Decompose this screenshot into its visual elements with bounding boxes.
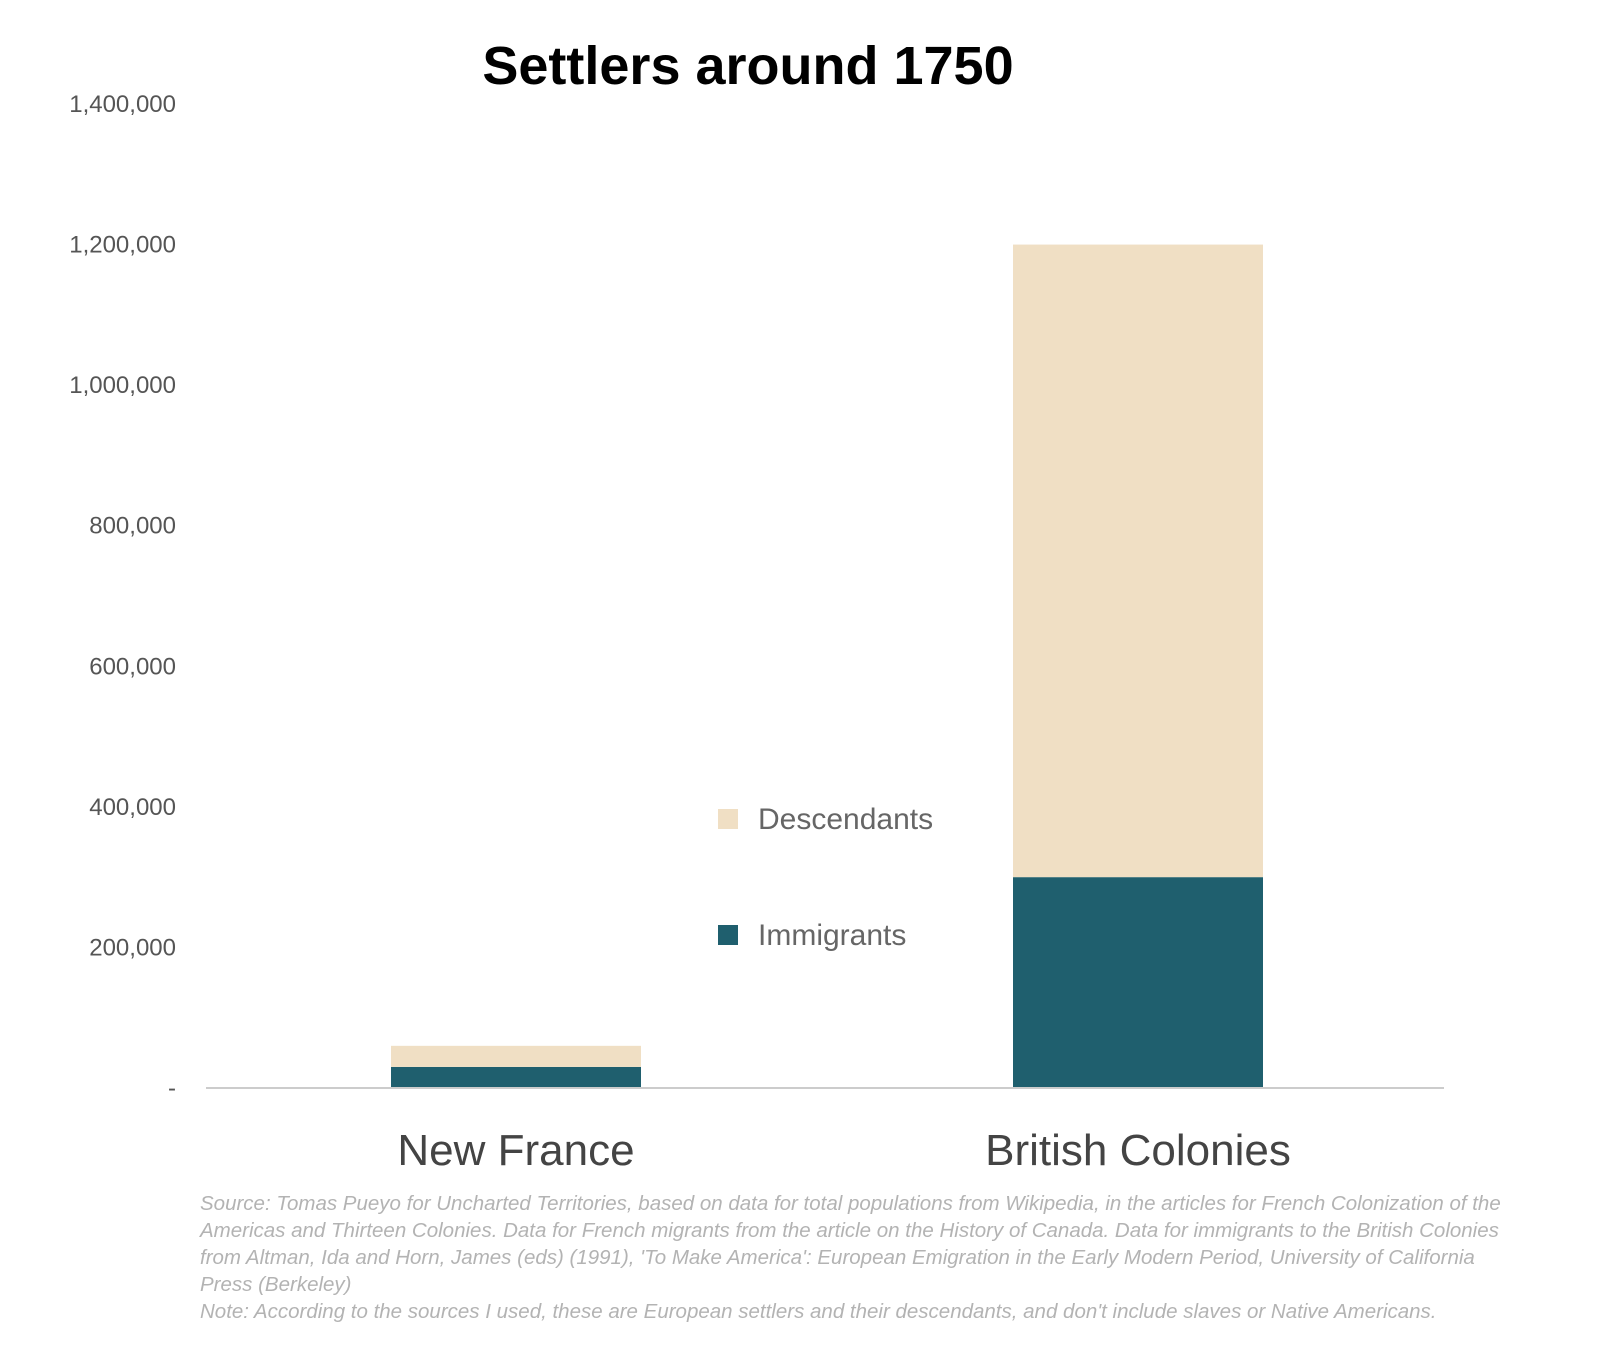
- y-tick-label: -: [168, 1075, 176, 1102]
- x-axis-ticks: New France British Colonies: [397, 1126, 1290, 1175]
- x-tick-label: New France: [397, 1126, 634, 1175]
- source-text: Source: Tomas Pueyo for Uncharted Territ…: [200, 1192, 1501, 1296]
- y-tick-label: 600,000: [89, 653, 176, 680]
- y-tick-label: 1,400,000: [69, 91, 176, 118]
- note-text: Note: According to the sources I used, t…: [200, 1300, 1437, 1323]
- x-tick-label: British Colonies: [985, 1126, 1291, 1175]
- legend: Descendants Immigrants: [718, 803, 933, 952]
- y-tick-label: 400,000: [89, 794, 176, 821]
- y-tick-label: 1,200,000: [69, 232, 176, 259]
- bar-immigrants-british-colonies: [1013, 877, 1263, 1088]
- chart-title: Settlers around 1750: [482, 36, 1013, 96]
- y-tick-label: 1,000,000: [69, 372, 176, 399]
- y-tick-label: 800,000: [89, 513, 176, 540]
- bar-immigrants-new-france: [391, 1066, 641, 1088]
- legend-label-descendants: Descendants: [758, 803, 933, 836]
- source-note: Source: Tomas Pueyo for Uncharted Territ…: [200, 1190, 1530, 1325]
- legend-label-immigrants: Immigrants: [758, 919, 906, 952]
- bar-group: [391, 244, 1263, 1088]
- y-axis-ticks: - 200,000 400,000 600,000 800,000 1,000,000 1,…: [69, 91, 176, 1102]
- legend-swatch-immigrants: [718, 925, 738, 945]
- legend-swatch-descendants: [718, 809, 738, 829]
- y-tick-label: 200,000: [89, 934, 176, 961]
- bar-descendants-british-colonies: [1013, 244, 1263, 878]
- bar-descendants-new-france: [391, 1045, 641, 1067]
